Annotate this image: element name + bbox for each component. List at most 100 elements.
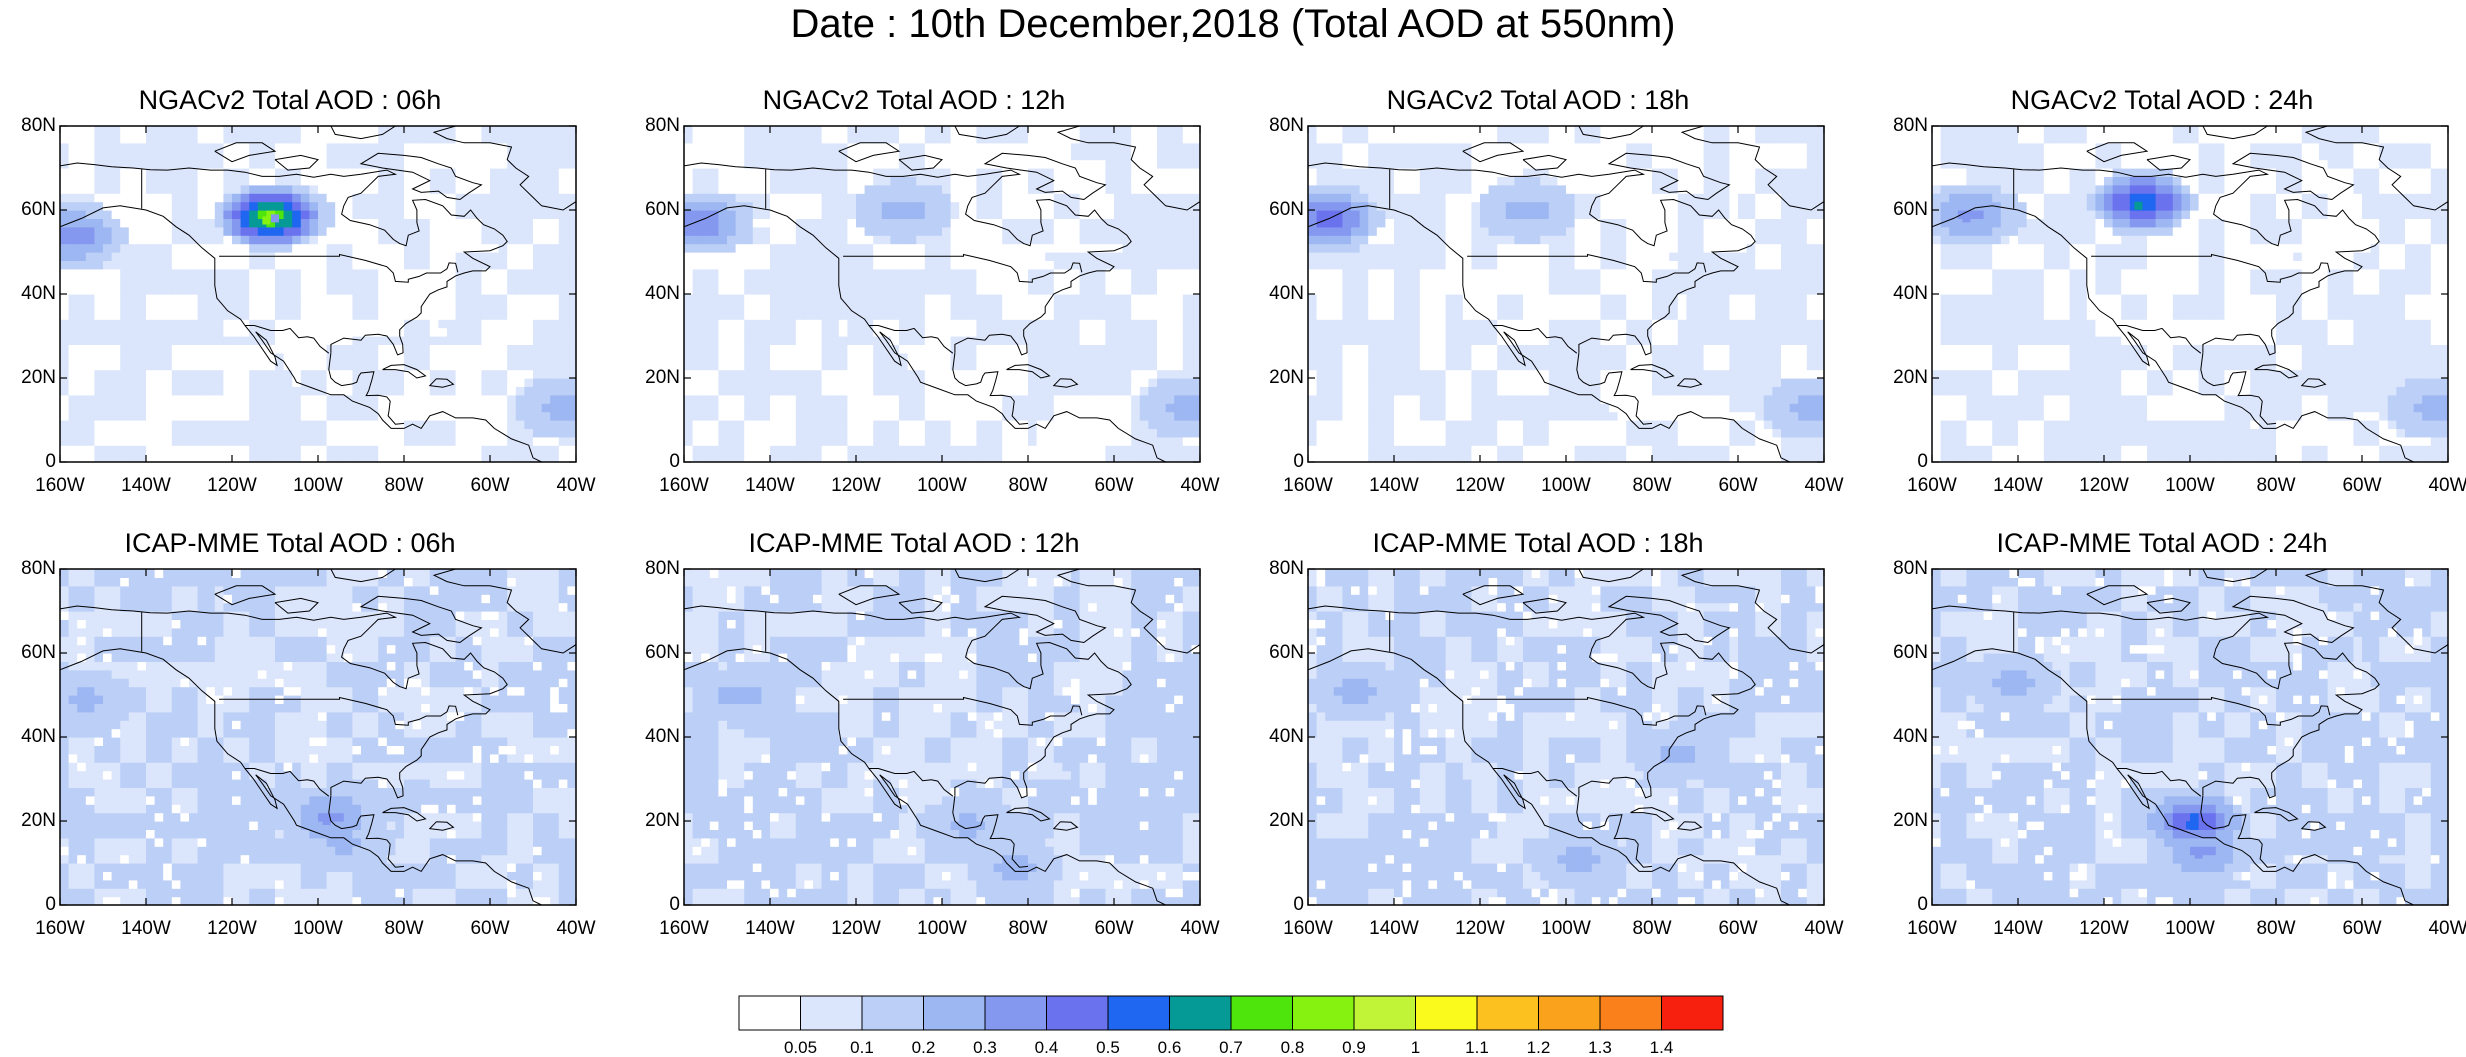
aod-hotspot <box>1571 859 1579 867</box>
colorbar-boxes <box>738 995 1726 1033</box>
lon-tick-label: 100W <box>1531 476 1601 496</box>
lat-tick-label: 60N <box>0 200 56 220</box>
lat-tick-label: 40N <box>1248 284 1304 304</box>
aod-map <box>624 118 1204 518</box>
colorbar-label: 0.4 <box>1017 1039 1077 1057</box>
panel-title: NGACv2 Total AOD : 06h <box>0 84 580 116</box>
lon-tick-label: 80W <box>993 919 1063 939</box>
panel-title: NGACv2 Total AOD : 18h <box>1248 84 1828 116</box>
lon-tick-label: 40W <box>1165 919 1235 939</box>
lat-tick-label: 80N <box>624 116 680 136</box>
lat-tick-label: 80N <box>0 559 56 579</box>
colorbar-label: 0.05 <box>771 1039 831 1057</box>
lon-tick-label: 60W <box>2327 476 2397 496</box>
lon-tick-label: 60W <box>455 919 525 939</box>
lon-tick-label: 100W <box>907 476 977 496</box>
lon-tick-label: 120W <box>197 476 267 496</box>
aod-hotspot <box>2186 821 2194 829</box>
colorbar-label: 1.4 <box>1632 1039 1692 1057</box>
aod-hotspot <box>1670 754 1678 762</box>
aod-hotspot <box>960 825 968 833</box>
lon-tick-label: 40W <box>1165 476 1235 496</box>
aod-hotspot <box>65 235 73 243</box>
aod-map <box>1248 118 1828 518</box>
colorbar-label: 1 <box>1386 1039 1446 1057</box>
lon-tick-label: 100W <box>283 476 353 496</box>
lat-tick-label: 0 <box>1872 452 1928 472</box>
aod-hotspot <box>2427 408 2435 416</box>
colorbar-label: 1.2 <box>1509 1039 1569 1057</box>
colorbar-box <box>1354 996 1416 1030</box>
aod-map <box>0 561 580 961</box>
aod-hotspot <box>1179 408 1187 416</box>
lat-tick-label: 40N <box>0 727 56 747</box>
lon-tick-label: 100W <box>2155 476 2225 496</box>
lat-tick-label: 0 <box>0 895 56 915</box>
colorbar-label: 0.9 <box>1324 1039 1384 1057</box>
lon-tick-label: 80W <box>369 919 439 939</box>
lon-tick-label: 80W <box>369 476 439 496</box>
lon-tick-label: 160W <box>25 476 95 496</box>
lat-tick-label: 20N <box>0 368 56 388</box>
panel-title: NGACv2 Total AOD : 12h <box>624 84 1204 116</box>
aod-field <box>34 561 576 906</box>
lat-tick-label: 40N <box>1872 727 1928 747</box>
lon-tick-label: 40W <box>1789 476 1859 496</box>
lat-tick-label: 20N <box>1872 811 1928 831</box>
lon-tick-label: 120W <box>197 919 267 939</box>
lon-tick-label: 160W <box>25 919 95 939</box>
lon-tick-label: 60W <box>1703 919 1773 939</box>
lon-tick-label: 160W <box>1897 476 1967 496</box>
aod-hotspot <box>693 223 701 231</box>
lon-tick-label: 100W <box>1531 919 1601 939</box>
lat-tick-label: 0 <box>1872 895 1928 915</box>
aod-hotspot <box>336 842 344 850</box>
colorbar-box <box>862 996 924 1030</box>
lon-tick-label: 40W <box>1789 919 1859 939</box>
lat-tick-label: 0 <box>624 452 680 472</box>
aod-field <box>1906 561 2448 906</box>
aod-hotspot <box>323 817 331 825</box>
lon-tick-label: 140W <box>735 919 805 939</box>
colorbar-box <box>985 996 1047 1030</box>
colorbar-label: 0.2 <box>894 1039 954 1057</box>
lon-tick-label: 120W <box>1445 476 1515 496</box>
lon-tick-label: 120W <box>821 476 891 496</box>
panel-title: ICAP-MME Total AOD : 12h <box>624 527 1204 559</box>
colorbar-box <box>1108 996 1170 1030</box>
panel-title: ICAP-MME Total AOD : 24h <box>1872 527 2452 559</box>
colorbar-box <box>1662 996 1724 1030</box>
figure-title: Date : 10th December,2018 (Total AOD at … <box>0 0 2466 48</box>
lat-tick-label: 20N <box>0 811 56 831</box>
aod-map <box>624 561 1204 961</box>
lat-tick-label: 60N <box>1248 200 1304 220</box>
lon-tick-label: 60W <box>1703 476 1773 496</box>
lon-tick-label: 140W <box>1983 919 2053 939</box>
aod-map <box>1872 118 2452 518</box>
colorbar-box <box>924 996 986 1030</box>
aod-hotspot <box>555 408 563 416</box>
aod-field <box>1906 118 2448 463</box>
aod-hotspot <box>895 210 903 218</box>
lon-tick-label: 40W <box>541 919 611 939</box>
lon-tick-label: 140W <box>111 476 181 496</box>
lon-tick-label: 120W <box>2069 476 2139 496</box>
lat-tick-label: 0 <box>624 895 680 915</box>
lon-tick-label: 100W <box>2155 919 2225 939</box>
aod-hotspot <box>271 214 279 222</box>
colorbar-box <box>1231 996 1293 1030</box>
lon-tick-label: 40W <box>2413 919 2466 939</box>
colorbar-label: 1.1 <box>1447 1039 1507 1057</box>
colorbar-label: 0.8 <box>1263 1039 1323 1057</box>
lat-tick-label: 80N <box>1248 559 1304 579</box>
colorbar-label: 0.5 <box>1078 1039 1138 1057</box>
lat-tick-label: 0 <box>1248 895 1304 915</box>
lat-tick-label: 80N <box>1872 116 1928 136</box>
lon-tick-label: 80W <box>2241 919 2311 939</box>
aod-field <box>658 561 1200 906</box>
colorbar-box <box>1600 996 1662 1030</box>
aod-field <box>658 118 1200 463</box>
